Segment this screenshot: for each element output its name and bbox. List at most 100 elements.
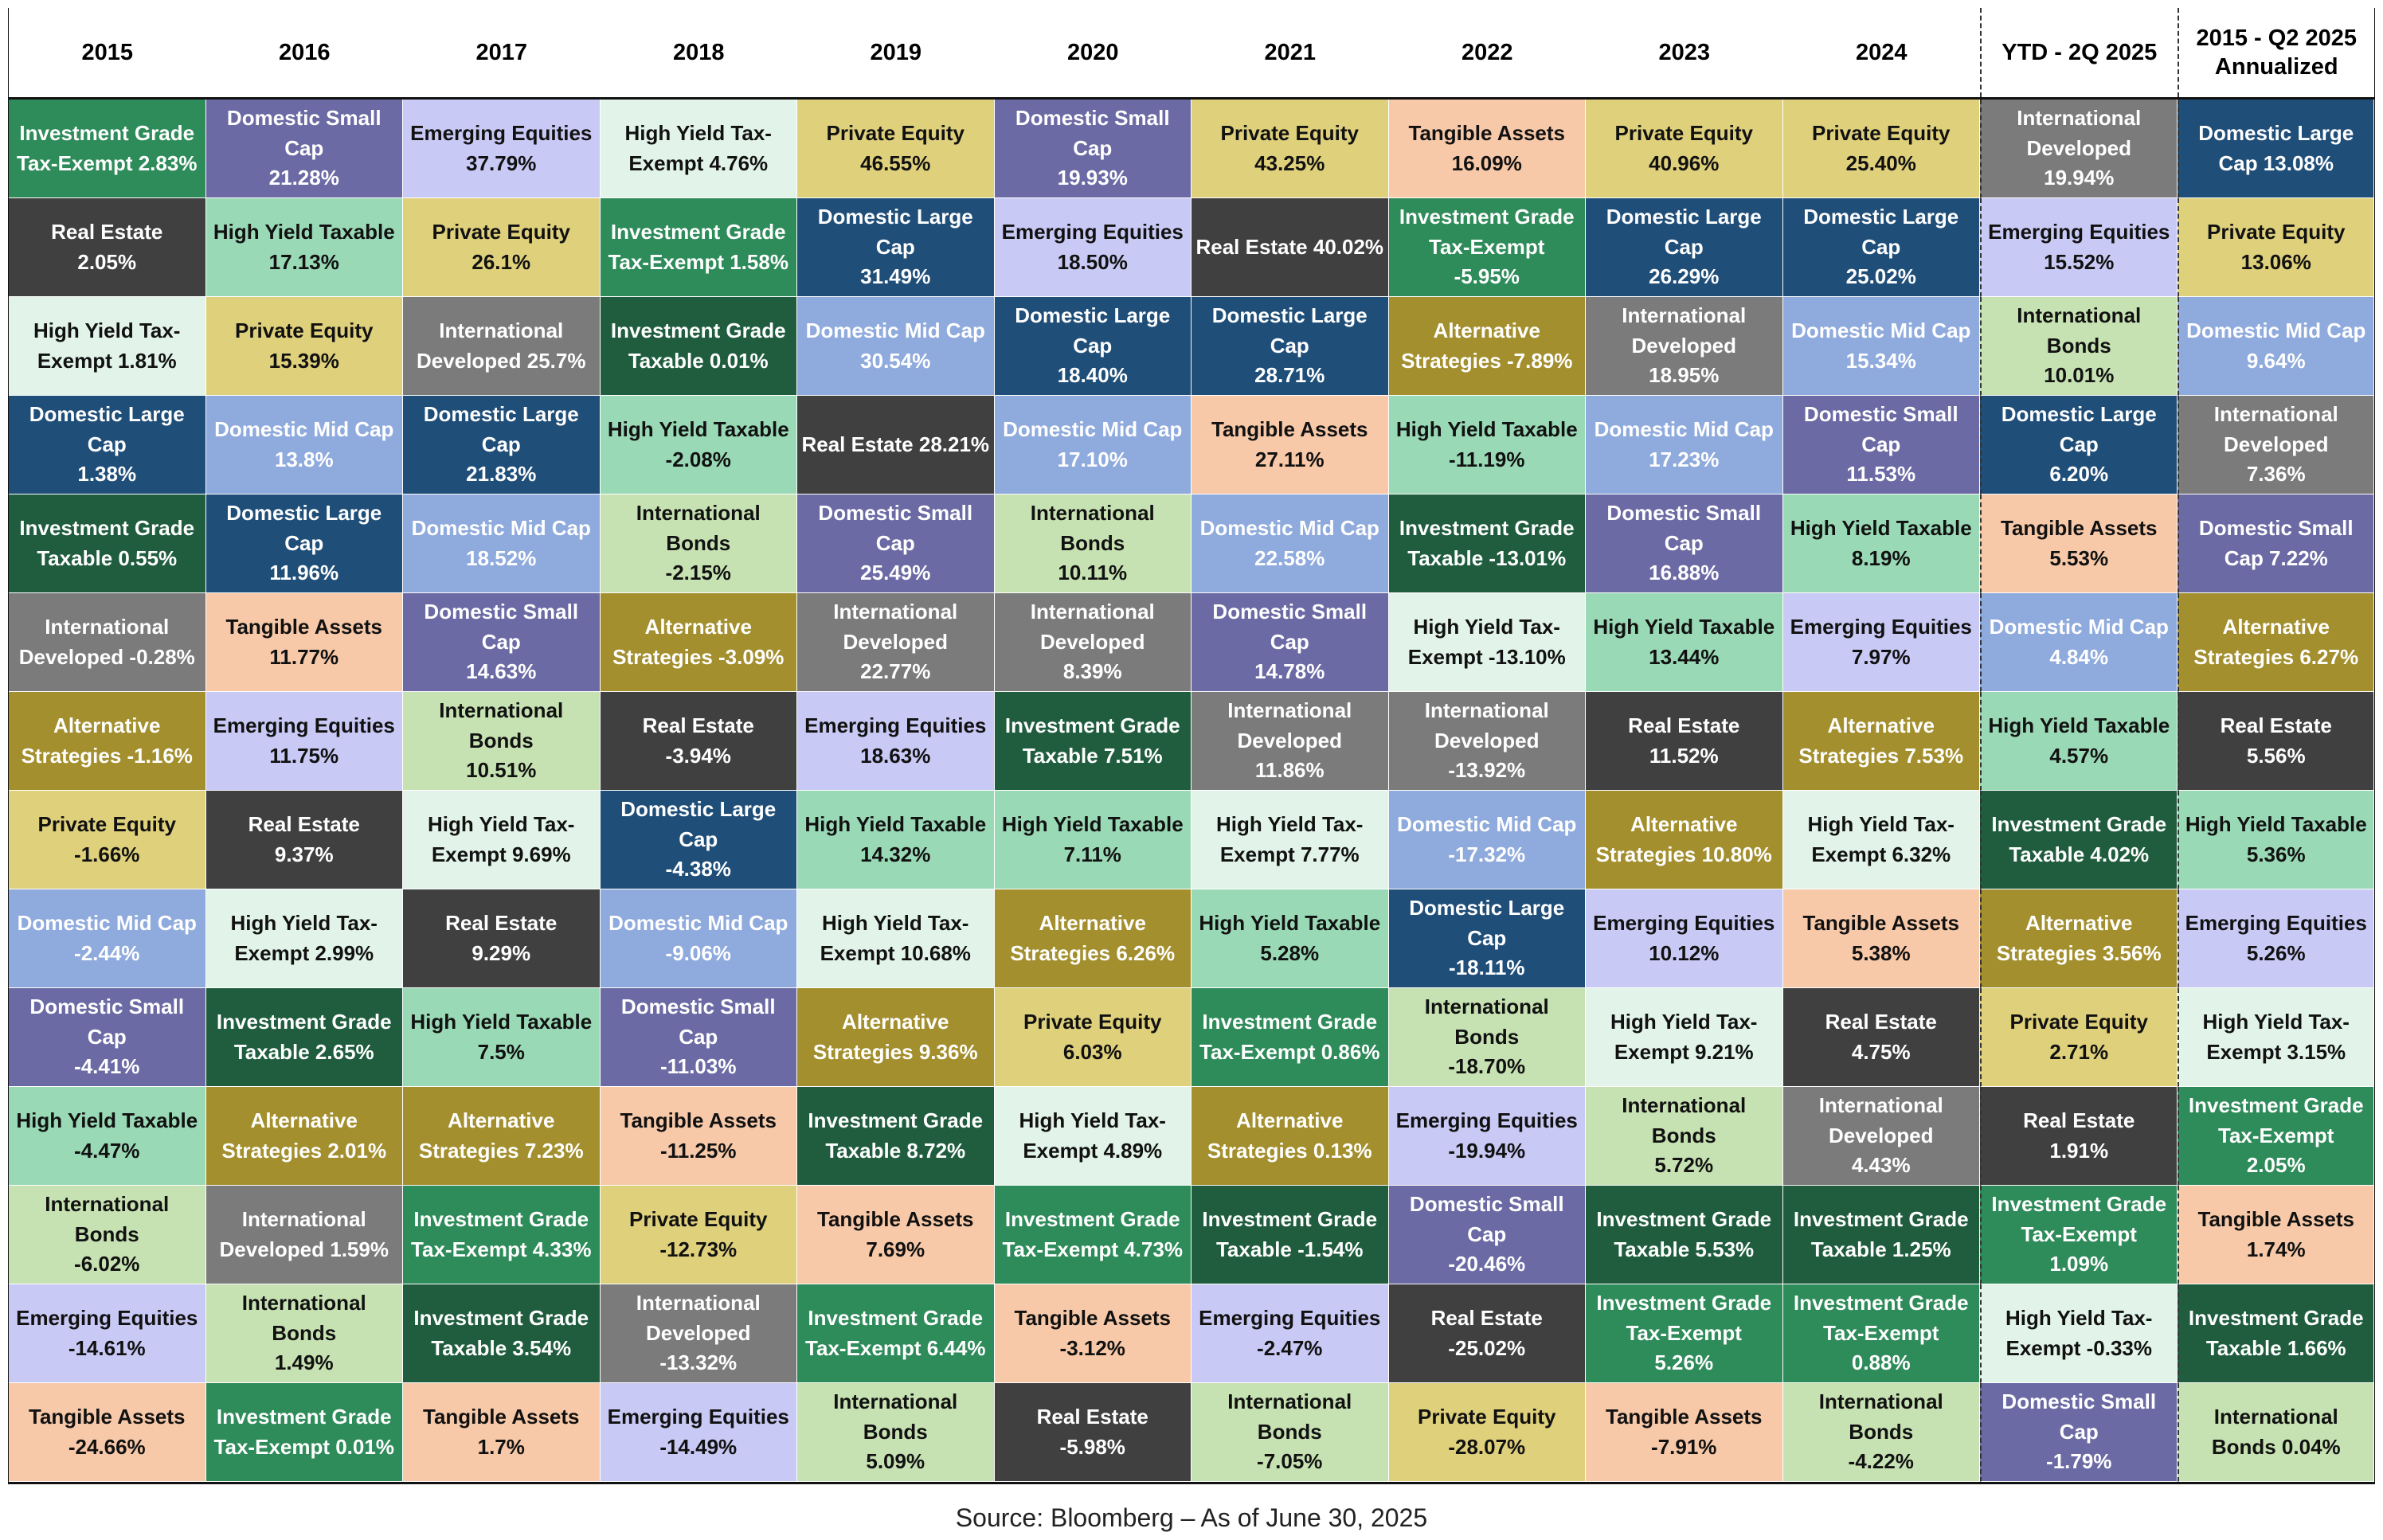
return-cell: Emerging Equities 5.26% (2177, 889, 2374, 988)
return-cell: Real Estate -3.94% (600, 692, 797, 791)
return-cell: High Yield Tax- Exempt 9.21% (1586, 988, 1783, 1087)
column-header: 2015 - Q2 2025 Annualized (2177, 8, 2375, 97)
column-header: 2016 (278, 39, 331, 65)
return-cell: Domestic Large Cap 28.71% (1192, 297, 1389, 396)
return-cell: Domestic Large Cap -4.38% (600, 791, 797, 889)
return-cell: Alternative Strategies 6.26% (994, 889, 1192, 988)
return-cell: Real Estate 11.52% (1586, 692, 1783, 791)
return-cell: Tangible Assets 11.77% (205, 593, 403, 692)
return-cell: High Yield Taxable -4.47% (9, 1087, 206, 1186)
return-cell: Domestic Small Cap 11.53% (1782, 396, 1980, 494)
return-cell: International Developed 19.94% (1980, 100, 2178, 198)
return-cell: Alternative Strategies 2.01% (205, 1087, 403, 1186)
return-cell: International Bonds 10.01% (1980, 297, 2178, 396)
return-cell: Tangible Assets 1.7% (403, 1383, 601, 1482)
return-cell: Investment Grade Tax-Exempt 0.88% (1782, 1284, 1980, 1383)
return-cell: High Yield Taxable 13.44% (1586, 593, 1783, 692)
return-cell: International Bonds -2.15% (600, 494, 797, 593)
return-cell: Investment Grade Tax-Exempt 2.05% (2177, 1087, 2374, 1186)
return-cell: High Yield Tax- Exempt 1.81% (9, 297, 206, 396)
return-cell: International Bonds -18.70% (1388, 988, 1586, 1087)
return-cell: Investment Grade Tax-Exempt 0.86% (1192, 988, 1389, 1087)
return-cell: Tangible Assets 27.11% (1192, 396, 1389, 494)
return-cell: Emerging Equities 7.97% (1782, 593, 1980, 692)
return-cell: High Yield Tax- Exempt 2.99% (205, 889, 403, 988)
return-cell: High Yield Taxable 5.36% (2177, 791, 2374, 889)
return-cell: Emerging Equities -2.47% (1192, 1284, 1389, 1383)
return-cell: Investment Grade Taxable 3.54% (403, 1284, 601, 1383)
returns-grid: Investment Grade Tax-Exempt 2.83% Domesti… (8, 98, 2375, 1484)
return-cell: High Yield Taxable 5.28% (1192, 889, 1389, 988)
return-cell: Investment Grade Taxable -1.54% (1192, 1186, 1389, 1284)
return-cell: Domestic Large Cap 6.20% (1980, 396, 2178, 494)
return-cell: Alternative Strategies 3.56% (1980, 889, 2178, 988)
return-cell: Tangible Assets 7.69% (797, 1186, 995, 1284)
return-cell: Investment Grade Tax-Exempt 4.33% (403, 1186, 601, 1284)
return-cell: International Bonds -7.05% (1192, 1383, 1389, 1482)
return-cell: Investment Grade Taxable 0.01% (600, 297, 797, 396)
return-cell: Domestic Mid Cap -17.32% (1388, 791, 1586, 889)
return-cell: Private Equity -12.73% (600, 1186, 797, 1284)
return-cell: Investment Grade Taxable 1.66% (2177, 1284, 2374, 1383)
return-cell: Emerging Equities 10.12% (1586, 889, 1783, 988)
periodic-table: 2015 2016 2017 2018 2019 2020 2021 2022 2023 2024… (8, 8, 2375, 1484)
return-cell: Domestic Small Cap 14.78% (1192, 593, 1389, 692)
return-cell: Investment Grade Taxable 5.53% (1586, 1186, 1783, 1284)
return-cell: Investment Grade Tax-Exempt 1.09% (1980, 1186, 2178, 1284)
return-cell: Emerging Equities -14.49% (600, 1383, 797, 1482)
return-cell: Investment Grade Taxable 8.72% (797, 1087, 995, 1186)
return-cell: Investment Grade Taxable 1.25% (1782, 1186, 1980, 1284)
return-cell: Domestic Small Cap 16.88% (1586, 494, 1783, 593)
return-cell: Tangible Assets 1.74% (2177, 1186, 2374, 1284)
return-cell: High Yield Tax- Exempt -13.10% (1388, 593, 1586, 692)
return-cell: Private Equity -28.07% (1388, 1383, 1586, 1482)
source-note: Source: Bloomberg – As of June 30, 2025 (955, 1503, 1428, 1532)
return-cell: Alternative Strategies 7.53% (1782, 692, 1980, 791)
return-cell: Investment Grade Tax-Exempt -5.95% (1388, 198, 1586, 297)
return-cell: Domestic Mid Cap 17.23% (1586, 396, 1783, 494)
return-cell: Investment Grade Tax-Exempt 5.26% (1586, 1284, 1783, 1383)
return-cell: High Yield Tax- Exempt 6.32% (1782, 791, 1980, 889)
return-cell: Domestic Large Cap 11.96% (205, 494, 403, 593)
return-cell: Alternative Strategies 7.23% (403, 1087, 601, 1186)
return-cell: High Yield Tax- Exempt 9.69% (403, 791, 601, 889)
return-cell: Domestic Mid Cap 30.54% (797, 297, 995, 396)
return-cell: Private Equity 15.39% (205, 297, 403, 396)
return-cell: International Bonds 0.04% (2177, 1383, 2374, 1482)
return-cell: International Bonds -4.22% (1782, 1383, 1980, 1482)
return-cell: Investment Grade Taxable 4.02% (1980, 791, 2178, 889)
return-cell: Emerging Equities 15.52% (1980, 198, 2178, 297)
return-cell: Real Estate 2.05% (9, 198, 206, 297)
return-cell: Domestic Mid Cap 17.10% (994, 396, 1192, 494)
return-cell: Emerging Equities 37.79% (403, 100, 601, 198)
return-cell: Investment Grade Taxable 7.51% (994, 692, 1192, 791)
return-cell: International Developed -13.32% (600, 1284, 797, 1383)
return-cell: High Yield Taxable 4.57% (1980, 692, 2178, 791)
return-cell: Tangible Assets 5.53% (1980, 494, 2178, 593)
column-header: 2019 (870, 39, 922, 65)
return-cell: International Bonds 10.11% (994, 494, 1192, 593)
return-cell: Real Estate -25.02% (1388, 1284, 1586, 1383)
return-cell: High Yield Tax- Exempt 10.68% (797, 889, 995, 988)
return-cell: International Developed 7.36% (2177, 396, 2374, 494)
return-cell: Emerging Equities 11.75% (205, 692, 403, 791)
return-cell: Private Equity -1.66% (9, 791, 206, 889)
return-cell: Alternative Strategies 9.36% (797, 988, 995, 1087)
return-cell: Emerging Equities -14.61% (9, 1284, 206, 1383)
return-cell: Real Estate 40.02% (1192, 198, 1389, 297)
return-cell: High Yield Tax- Exempt 4.76% (600, 100, 797, 198)
return-cell: Investment Grade Tax-Exempt 2.83% (9, 100, 206, 198)
return-cell: International Bonds -6.02% (9, 1186, 206, 1284)
return-cell: High Yield Taxable 7.5% (403, 988, 601, 1087)
return-cell: Domestic Large Cap 25.02% (1782, 198, 1980, 297)
column-header: 2024 (1855, 39, 1908, 65)
return-cell: High Yield Tax- Exempt 7.77% (1192, 791, 1389, 889)
return-cell: Real Estate 9.29% (403, 889, 601, 988)
return-cell: High Yield Taxable 14.32% (797, 791, 995, 889)
column-header: 2017 (475, 39, 527, 65)
return-cell: High Yield Taxable 7.11% (994, 791, 1192, 889)
return-cell: Tangible Assets 5.38% (1782, 889, 1980, 988)
return-cell: Tangible Assets 16.09% (1388, 100, 1586, 198)
return-cell: Emerging Equities 18.63% (797, 692, 995, 791)
return-cell: Domestic Small Cap 21.28% (205, 100, 403, 198)
